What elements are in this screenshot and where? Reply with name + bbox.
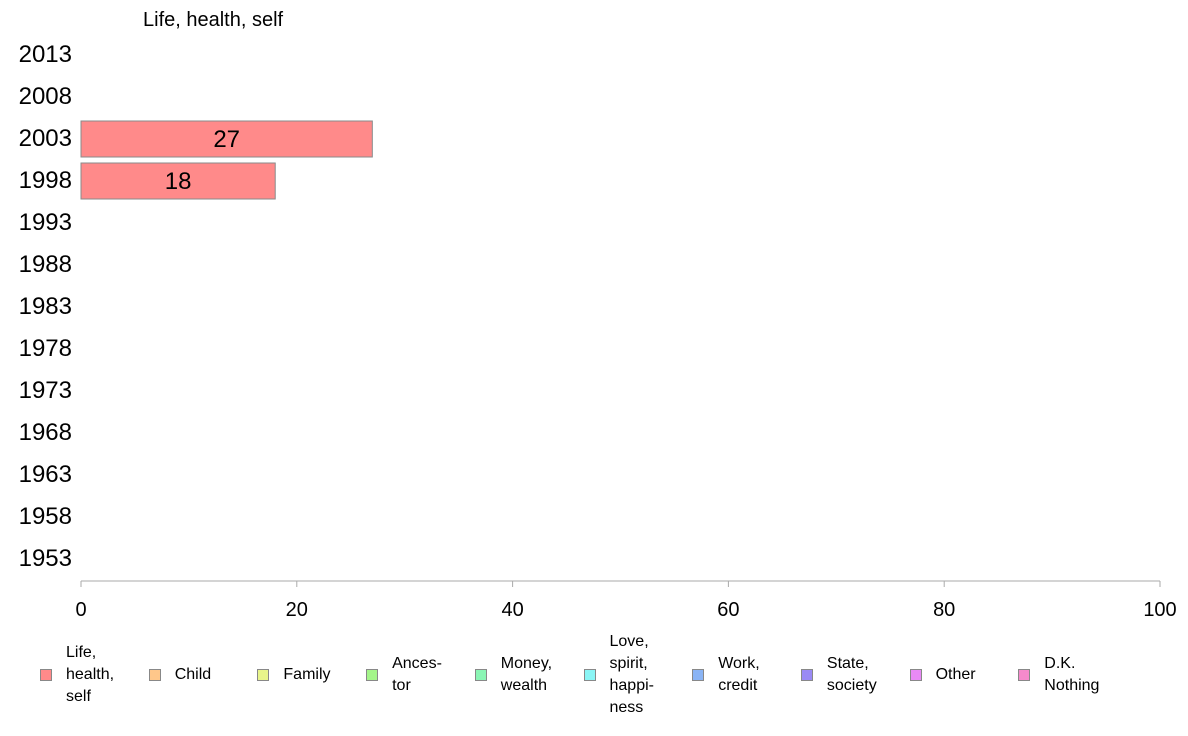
- legend-item: Work, credit: [692, 630, 760, 720]
- legend-label: Life, health, self: [66, 644, 115, 705]
- bar-1998: [80, 162, 276, 200]
- y-tick-label-1993: 1993: [19, 209, 72, 236]
- legend-label: State, society: [826, 655, 877, 694]
- legend-item: Child: [148, 630, 212, 720]
- y-tick-label-1953: 1953: [19, 545, 72, 572]
- legend-item: Other: [909, 630, 976, 720]
- legend-label: Ances- tor: [392, 655, 442, 694]
- legend-swatch: [40, 669, 52, 681]
- legend-swatch: [1018, 669, 1031, 681]
- bar-2003: [80, 120, 373, 158]
- legend-item: Family: [257, 630, 331, 720]
- legend-label: Child: [174, 666, 212, 683]
- legend-item: Love, spirit, happi- ness: [583, 630, 654, 720]
- y-tick-label-1973: 1973: [19, 377, 72, 404]
- bar-value-label-2003: 27: [213, 126, 240, 153]
- y-tick-label-2003: 2003: [19, 125, 72, 152]
- y-tick-label-1988: 1988: [19, 251, 72, 278]
- legend-swatch: [366, 669, 379, 681]
- y-tick-label-1963: 1963: [19, 461, 72, 488]
- x-tick-label-100: 100: [1143, 599, 1176, 621]
- legend-label: Family: [283, 666, 331, 683]
- x-axis: 0 20 40 60 80 100: [75, 580, 1177, 621]
- x-tick-label-20: 20: [286, 599, 308, 621]
- bar-series: 27 18: [80, 120, 373, 200]
- y-tick-label-1968: 1968: [19, 419, 72, 446]
- y-tick-label-2013: 2013: [19, 41, 72, 68]
- legend-swatch: [800, 669, 813, 681]
- y-tick-label-2008: 2008: [19, 83, 72, 110]
- legend-swatch: [257, 669, 270, 681]
- x-tick-label-0: 0: [75, 599, 86, 621]
- x-tick-label-80: 80: [933, 599, 955, 621]
- legend-item: Life, health, self: [40, 630, 114, 720]
- x-tick-label-40: 40: [501, 599, 523, 621]
- legend-swatch: [909, 669, 922, 681]
- legend-swatch: [474, 669, 487, 681]
- legend-item: Money, wealth: [474, 630, 553, 720]
- legend: Life, health, self Child Family Ances- tor M…: [0, 630, 1188, 730]
- chart-title: Life, health, self: [143, 9, 284, 31]
- legend-item: Ances- tor: [366, 630, 442, 720]
- legend-label: Other: [935, 666, 976, 683]
- legend-swatch: [583, 669, 596, 681]
- y-tick-label-1978: 1978: [19, 335, 72, 362]
- legend-item: State, society: [800, 630, 877, 720]
- y-tick-label-1998: 1998: [19, 167, 72, 194]
- bar-value-label-1998: 18: [165, 168, 192, 195]
- legend-item: D.K. Nothing: [1018, 630, 1099, 720]
- y-tick-label-1983: 1983: [19, 293, 72, 320]
- legend-label: Money, wealth: [500, 655, 553, 694]
- y-tick-label-1958: 1958: [19, 503, 72, 530]
- legend-label: Love, spirit, happi- ness: [609, 633, 654, 716]
- x-tick-label-60: 60: [717, 599, 739, 621]
- bar-chart: Life, health, self 2013 2008 2003 1998 1993 1…: [19, 9, 1177, 621]
- legend-swatch: [692, 669, 705, 681]
- legend-swatch: [148, 669, 161, 681]
- y-axis-labels: 2013 2008 2003 1998 1993 1988 1983 1978 1973 1968…: [19, 41, 72, 572]
- legend-label: D.K. Nothing: [1044, 655, 1100, 694]
- legend-label: Work, credit: [718, 655, 760, 694]
